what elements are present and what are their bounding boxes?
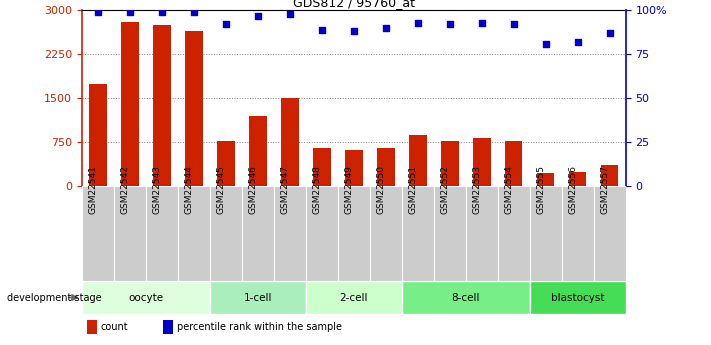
Bar — [146, 186, 178, 281]
Point — [92, 9, 104, 15]
Bar — [594, 186, 626, 281]
Point — [476, 20, 487, 26]
Text: GSM22548: GSM22548 — [313, 165, 321, 214]
Text: 2-cell: 2-cell — [339, 293, 368, 303]
Bar — [498, 186, 530, 281]
Bar — [377, 148, 395, 186]
Bar — [114, 186, 146, 281]
Point — [412, 20, 424, 26]
Bar — [473, 138, 491, 186]
Text: GSM22556: GSM22556 — [569, 165, 577, 214]
Point — [284, 11, 296, 17]
Bar — [249, 116, 267, 186]
Text: GSM22553: GSM22553 — [473, 165, 481, 214]
Bar — [164, 320, 173, 334]
Point — [316, 27, 327, 32]
Bar — [530, 186, 562, 281]
Text: GSM22552: GSM22552 — [441, 165, 449, 214]
Text: GSM22547: GSM22547 — [281, 165, 290, 214]
Bar — [281, 98, 299, 186]
Point — [380, 25, 391, 31]
Bar — [306, 186, 338, 281]
Text: GSM22557: GSM22557 — [601, 165, 610, 214]
Bar — [87, 320, 97, 334]
Text: GSM22543: GSM22543 — [153, 165, 162, 214]
Text: 8-cell: 8-cell — [451, 293, 480, 303]
Text: GSM22545: GSM22545 — [217, 165, 226, 214]
Bar — [530, 281, 626, 314]
Bar — [121, 22, 139, 186]
Text: GSM22554: GSM22554 — [505, 165, 513, 214]
Text: oocyte: oocyte — [128, 293, 164, 303]
Bar — [242, 186, 274, 281]
Text: 1-cell: 1-cell — [243, 293, 272, 303]
Bar — [274, 186, 306, 281]
Text: GSM22541: GSM22541 — [89, 165, 98, 214]
Text: development stage: development stage — [7, 293, 102, 303]
Point — [444, 22, 455, 27]
Text: GSM22551: GSM22551 — [409, 165, 418, 214]
Point — [156, 9, 168, 15]
Bar — [82, 186, 114, 281]
Bar — [537, 173, 555, 186]
Bar — [434, 186, 466, 281]
Bar — [601, 165, 619, 186]
Bar — [402, 186, 434, 281]
Bar — [313, 148, 331, 186]
Bar — [89, 84, 107, 186]
Text: GSM22544: GSM22544 — [185, 165, 193, 214]
Bar — [562, 186, 594, 281]
Bar — [217, 141, 235, 186]
Bar — [569, 171, 587, 186]
Bar — [370, 186, 402, 281]
Bar — [338, 186, 370, 281]
Text: GSM22542: GSM22542 — [121, 165, 129, 214]
Bar — [185, 31, 203, 186]
Bar — [178, 186, 210, 281]
Point — [252, 13, 264, 18]
Text: GSM22550: GSM22550 — [377, 165, 385, 214]
Text: percentile rank within the sample: percentile rank within the sample — [177, 322, 342, 332]
Bar — [409, 135, 427, 186]
Bar — [210, 281, 306, 314]
Point — [540, 41, 552, 47]
Point — [124, 9, 135, 15]
Point — [572, 39, 583, 45]
Bar — [402, 281, 530, 314]
Point — [604, 30, 616, 36]
Bar — [441, 141, 459, 186]
Point — [188, 9, 199, 15]
Bar — [466, 186, 498, 281]
Bar — [306, 281, 402, 314]
Point — [220, 22, 232, 27]
Title: GDS812 / 95760_at: GDS812 / 95760_at — [293, 0, 415, 9]
Text: GSM22555: GSM22555 — [537, 165, 546, 214]
Bar — [505, 141, 523, 186]
Point — [508, 22, 519, 27]
Point — [348, 29, 359, 34]
Text: GSM22546: GSM22546 — [249, 165, 258, 214]
Text: count: count — [101, 322, 129, 332]
Bar — [345, 150, 363, 186]
Bar — [210, 186, 242, 281]
Text: blastocyst: blastocyst — [551, 293, 604, 303]
Bar — [82, 281, 210, 314]
Text: GSM22549: GSM22549 — [345, 165, 353, 214]
Bar — [153, 25, 171, 186]
